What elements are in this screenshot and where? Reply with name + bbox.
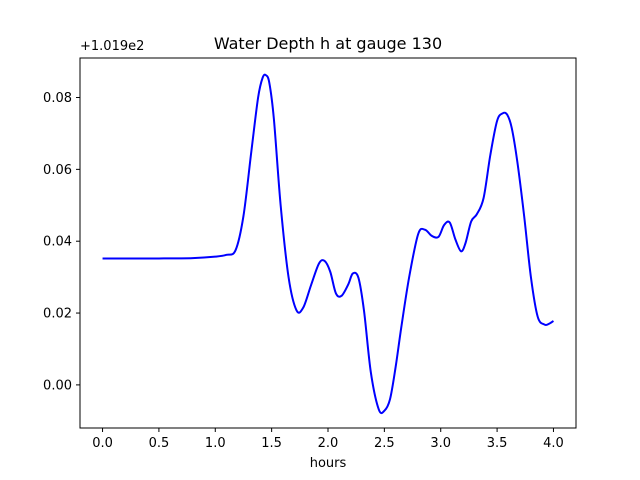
x-tick-label: 0.0 <box>92 436 113 451</box>
y-tick-label: 0.08 <box>43 91 72 106</box>
y-tick-label: 0.00 <box>43 378 72 393</box>
x-tick-label: 3.0 <box>430 436 451 451</box>
chart-title: Water Depth h at gauge 130 <box>214 34 442 53</box>
x-tick-label: 3.5 <box>487 436 508 451</box>
y-tick-label: 0.02 <box>43 307 72 322</box>
y-tick-label: 0.06 <box>43 163 72 178</box>
plot-area <box>102 73 555 415</box>
y-axis: 0.00 0.02 0.04 0.06 0.08 <box>43 91 80 393</box>
x-tick-label: 2.5 <box>374 436 395 451</box>
x-axis-label: hours <box>310 456 347 471</box>
x-tick-label: 1.5 <box>261 436 282 451</box>
series-line-0 <box>102 73 555 415</box>
x-axis: 0.0 0.5 1.0 1.5 2.0 2.5 3.0 3.5 4.0 <box>92 428 564 451</box>
y-offset-label: +1.019e2 <box>80 39 144 54</box>
x-tick-label: 4.0 <box>543 436 564 451</box>
x-tick-label: 1.0 <box>205 436 226 451</box>
x-tick-label: 0.5 <box>149 436 170 451</box>
y-tick-label: 0.04 <box>43 235 72 250</box>
x-tick-label: 2.0 <box>318 436 339 451</box>
